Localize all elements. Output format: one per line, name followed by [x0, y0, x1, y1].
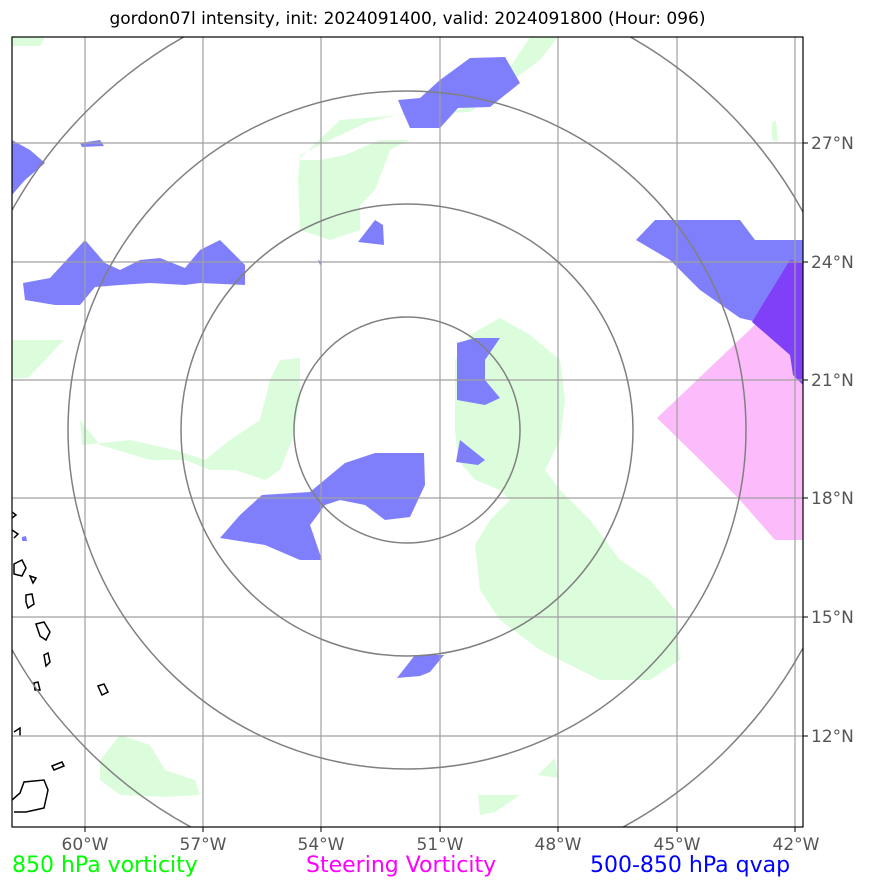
qvap-region	[358, 220, 384, 245]
vorticity-region	[12, 37, 45, 46]
qvap-region	[456, 440, 485, 465]
lon-label: 42°W	[773, 835, 820, 855]
lon-labels: 60°W 57°W 54°W 51°W 48°W 45°W 42°W	[62, 835, 820, 855]
lat-label: 15°N	[811, 608, 854, 628]
vorticity-region	[538, 758, 558, 778]
qvap-500-850hpa-layer	[12, 57, 803, 678]
coastline-layer	[12, 511, 110, 813]
qvap-region	[397, 655, 444, 678]
axis-ticks	[84, 142, 808, 832]
steering-vorticity-region	[657, 320, 803, 540]
qvap-region	[457, 338, 500, 405]
coastline	[33, 681, 41, 691]
coastline	[50, 761, 66, 771]
coastline	[12, 511, 18, 519]
coastline	[25, 593, 35, 610]
vorticity-850hpa-layer	[12, 37, 778, 815]
range-ring	[293, 316, 521, 544]
qvap-region	[12, 140, 45, 195]
map-layers	[12, 37, 803, 827]
coastline	[28, 574, 38, 585]
legend-steering-vorticity: Steering Vorticity	[306, 853, 497, 878]
legend-vorticity-850hpa: 850 hPa vorticity	[12, 853, 198, 878]
lat-label: 18°N	[811, 489, 854, 509]
coastline	[35, 621, 51, 642]
vorticity-region	[455, 318, 680, 680]
range-ring	[180, 203, 634, 657]
coastline	[12, 529, 20, 539]
vorticity-region	[478, 795, 520, 815]
lat-label: 12°N	[811, 727, 854, 747]
vorticity-region	[12, 340, 64, 378]
vorticity-region	[80, 358, 300, 480]
lat-label: 21°N	[811, 371, 854, 391]
gridlines	[12, 37, 803, 827]
coastline	[13, 558, 27, 577]
legend-qvap-500-850hpa: 500-850 hPa qvap	[590, 853, 791, 878]
vorticity-region	[298, 37, 558, 240]
lon-label: 57°W	[180, 835, 227, 855]
lat-labels: 27°N 24°N 21°N 18°N 15°N 12°N	[811, 134, 854, 747]
coastline	[12, 779, 49, 813]
lon-label: 54°W	[298, 835, 345, 855]
vorticity-region	[100, 735, 200, 797]
vorticity-region	[772, 120, 778, 142]
coastline	[43, 651, 51, 668]
qvap-dark-region	[752, 260, 803, 385]
range-ring	[67, 90, 747, 770]
qvap-region	[220, 453, 425, 560]
lon-label: 45°W	[654, 835, 701, 855]
lat-label: 27°N	[811, 134, 854, 154]
qvap-region	[636, 220, 803, 325]
lat-label: 24°N	[811, 253, 854, 273]
lon-label: 48°W	[535, 835, 582, 855]
qvap-region	[23, 240, 245, 305]
qvap-region	[398, 57, 520, 128]
range-rings	[12, 37, 803, 827]
lon-label: 51°W	[417, 835, 464, 855]
steering-vorticity-layer	[657, 320, 803, 540]
coastline	[96, 683, 110, 697]
lon-label: 60°W	[62, 835, 109, 855]
map-frame	[11, 36, 804, 828]
map-title: gordon07l intensity, init: 2024091400, v…	[109, 9, 706, 29]
qvap-region	[22, 536, 27, 541]
coastline	[13, 726, 21, 736]
